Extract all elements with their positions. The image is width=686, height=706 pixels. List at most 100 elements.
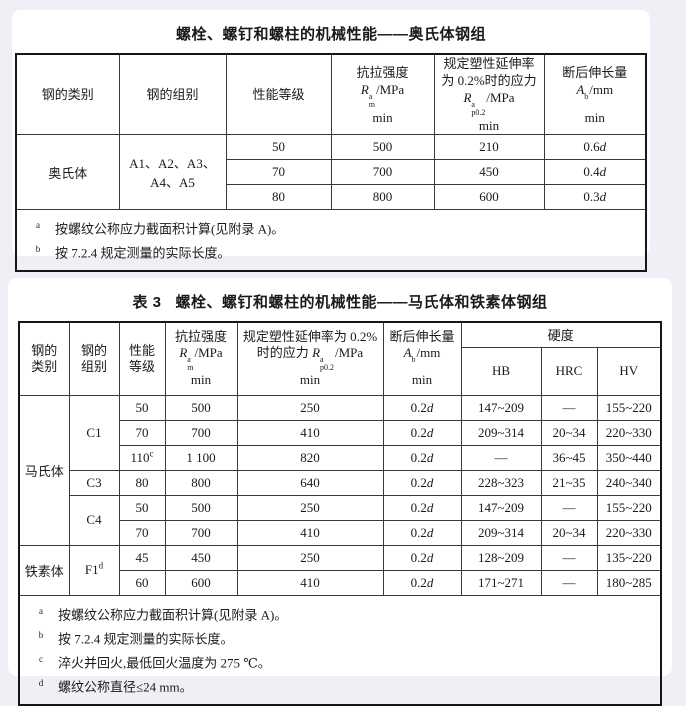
cell-rm: 800 bbox=[164, 469, 238, 496]
table-row: 110c 1 100 820 0.2d — 36~45 350~440 bbox=[19, 444, 662, 471]
table-row: 60 600 410 0.2d 171~271 — 180~285 bbox=[19, 569, 662, 596]
cell-hrc: — bbox=[540, 544, 598, 571]
footnote: d 螺纹公称直径≤24 mm。 bbox=[38, 678, 193, 695]
table-row: 70 700 450 0.4d bbox=[16, 159, 647, 185]
cell-hv: 180~285 bbox=[596, 569, 662, 596]
cell-hv: 135~220 bbox=[596, 544, 662, 571]
table-row: C4 50 500 250 0.2d 147~209 — 155~220 bbox=[19, 494, 662, 546]
cell-steel-category: 奥氏体 bbox=[15, 134, 120, 210]
cell-rm: 600 bbox=[164, 569, 238, 596]
cell-hb: 209~314 bbox=[460, 419, 542, 446]
cell-hrc: — bbox=[540, 494, 598, 521]
cell-rm: 500 bbox=[164, 394, 238, 421]
table-row: 70 700 410 0.2d 209~314 20~34 220~330 bbox=[19, 519, 662, 546]
cell-rp02: 250 bbox=[236, 544, 384, 571]
table2-caption-number: 表 3 bbox=[132, 294, 162, 311]
cell-rm: 1 100 bbox=[164, 444, 238, 471]
footnote-text: 按螺纹公称应力截面积计算(见附录 A)。 bbox=[58, 606, 288, 622]
cell-steel-group: C3 bbox=[68, 469, 120, 496]
table-row: C3 80 800 640 0.2d 228~323 21~35 240~340 bbox=[19, 469, 662, 496]
cell-elongation: 0.2d bbox=[382, 569, 462, 596]
cell-hb: 228~323 bbox=[460, 469, 542, 496]
cell-rp02: 410 bbox=[236, 569, 384, 596]
cell-elongation: 0.2d bbox=[382, 394, 462, 421]
card-austenitic-table: 螺栓、螺钉和螺柱的机械性能——奥氏体钢组 钢的类别 钢的组别 性能等级 抗拉强度… bbox=[12, 10, 650, 272]
cell-rp02: 820 bbox=[236, 444, 384, 471]
cell-grade: 80 bbox=[118, 469, 166, 496]
cell-hv: 240~340 bbox=[596, 469, 662, 496]
cell-rm: 700 bbox=[330, 159, 435, 185]
cell-elongation: 0.3d bbox=[543, 184, 647, 210]
cell-rm: 700 bbox=[164, 519, 238, 546]
cell-rm: 800 bbox=[330, 184, 435, 210]
cell-rp02: 640 bbox=[236, 469, 384, 496]
cell-rm: 450 bbox=[164, 544, 238, 571]
cell-rp02: 210 bbox=[433, 134, 545, 160]
cell-hv: 155~220 bbox=[596, 494, 662, 521]
footnote-text: 按 7.2.4 规定测量的实际长度。 bbox=[55, 245, 231, 261]
cell-steel-category: 铁素体 bbox=[18, 544, 70, 596]
cell-elongation: 0.2d bbox=[382, 519, 462, 546]
cell-grade: 110c bbox=[118, 444, 166, 471]
cell-rm: 500 bbox=[164, 494, 238, 521]
cell-hb: 209~314 bbox=[460, 519, 542, 546]
cell-hrc: — bbox=[540, 394, 598, 421]
table1-title: 螺栓、螺钉和螺柱的机械性能——奥氏体钢组 bbox=[175, 26, 486, 43]
cell-hb: — bbox=[460, 444, 542, 471]
header-hardness-group: 硬度 bbox=[460, 321, 662, 348]
table2-title: 表 3 螺栓、螺钉和螺柱的机械性能——马氏体和铁素体钢组 bbox=[132, 294, 548, 311]
cell-hb: 147~209 bbox=[460, 394, 542, 421]
cell-elongation: 0.2d bbox=[382, 544, 462, 571]
table-row: 奥氏体 A1、A2、A3、 A4、A5 50 500 210 0.6d bbox=[15, 134, 647, 210]
cell-grade: 50 bbox=[118, 494, 166, 521]
cell-hrc: 20~34 bbox=[540, 519, 598, 546]
header-steel-group: 钢的组别 bbox=[118, 53, 227, 135]
footnote: a 按螺纹公称应力截面积计算(见附录 A)。 bbox=[39, 605, 288, 622]
cell-hv: 220~330 bbox=[596, 419, 662, 446]
cell-rp02: 450 bbox=[433, 159, 545, 185]
header-property-class: 性能 等级 bbox=[118, 321, 166, 396]
cell-grade: 50 bbox=[225, 134, 332, 160]
footnote-text: 按螺纹公称应力截面积计算(见附录 A)。 bbox=[55, 221, 285, 237]
page: { "page": { "background": "#eef0f6", "ca… bbox=[8, 10, 672, 706]
cell-rm: 500 bbox=[330, 134, 435, 160]
cell-rp02: 410 bbox=[236, 419, 384, 446]
cell-hb: 147~209 bbox=[460, 494, 542, 521]
header-steel-category: 钢的类别 bbox=[15, 53, 120, 135]
table-row: 70 700 410 0.2d 209~314 20~34 220~330 bbox=[19, 419, 662, 446]
cell-hrc: 21~35 bbox=[540, 469, 598, 496]
header-hv: HV bbox=[596, 346, 662, 396]
header-hrc: HRC bbox=[540, 346, 598, 396]
footnote-text: 按 7.2.4 规定测量的实际长度。 bbox=[58, 631, 234, 647]
cell-grade: 70 bbox=[118, 419, 166, 446]
cell-elongation: 0.2d bbox=[382, 419, 462, 446]
cell-steel-group: A1、A2、A3、 A4、A5 bbox=[118, 134, 227, 210]
cell-grade: 70 bbox=[225, 159, 332, 185]
cell-hv: 220~330 bbox=[596, 519, 662, 546]
cell-grade: 50 bbox=[118, 394, 166, 421]
footnote-text: 螺纹公称直径≤24 mm。 bbox=[58, 679, 193, 695]
cell-elongation: 0.6d bbox=[543, 134, 647, 160]
table-row: 马氏体 C1 50 500 250 0.2d 147~209 — 155~220 bbox=[18, 394, 662, 546]
table-row: 铁素体 F1d 45 450 250 0.2d 128~209 — 135~22… bbox=[18, 544, 662, 596]
cell-elongation: 0.4d bbox=[543, 159, 647, 185]
footnote: c 淬火并回火,最低回火温度为 275 ℃。 bbox=[39, 654, 271, 671]
cell-rp02: 410 bbox=[236, 519, 384, 546]
cell-grade: 70 bbox=[118, 519, 166, 546]
cell-rp02: 600 bbox=[433, 184, 545, 210]
header-property-class: 性能等级 bbox=[225, 53, 332, 135]
